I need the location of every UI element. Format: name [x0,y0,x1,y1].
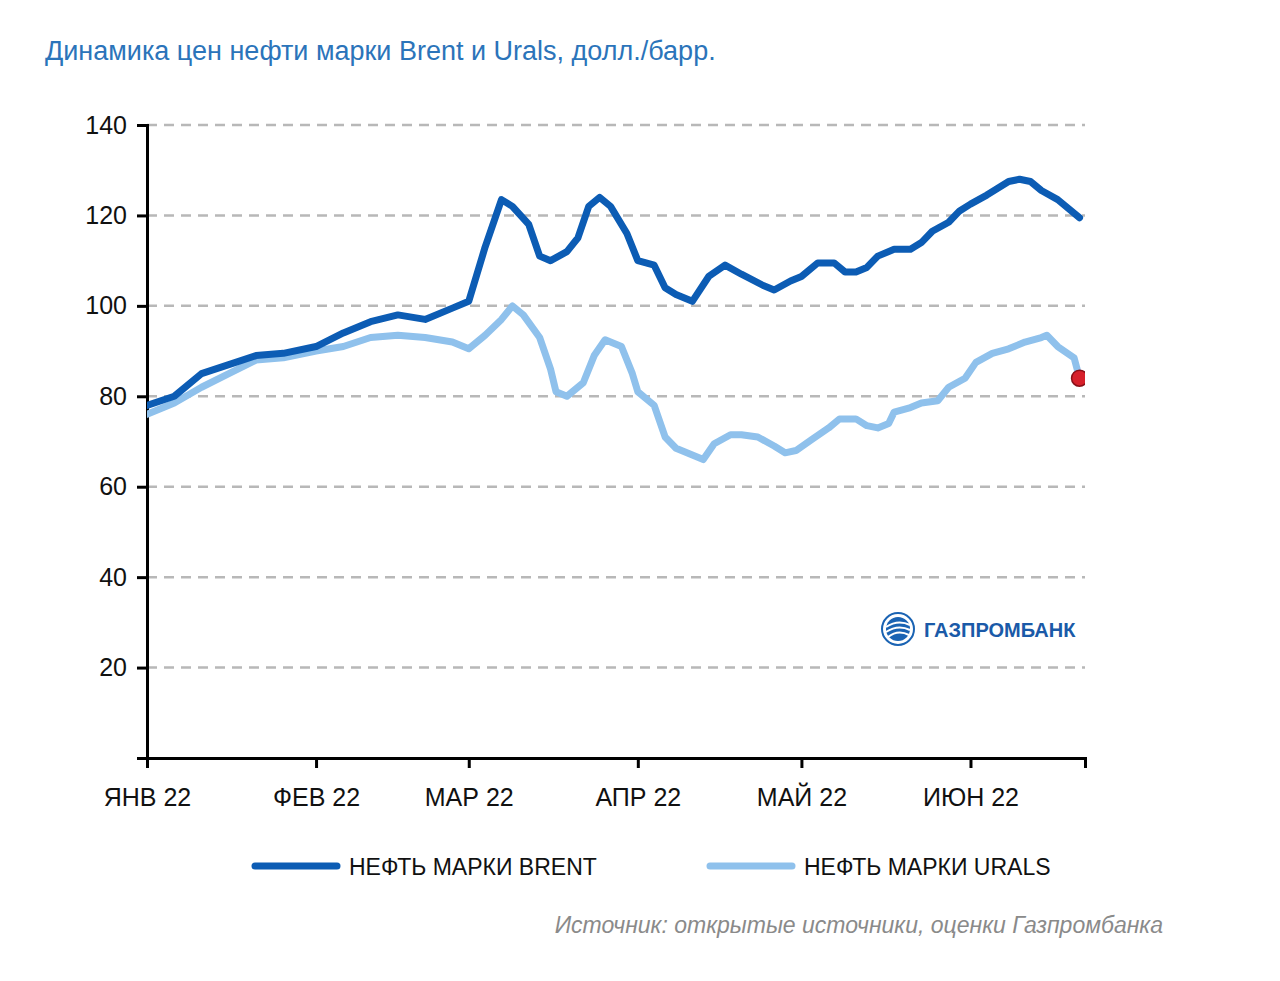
grid-line [147,576,1085,579]
chart: Динамика цен нефти марки Brent и Urals, … [0,0,1280,981]
legend-label: НЕФТЬ МАРКИ BRENT [349,854,597,880]
y-tick-mark [137,395,147,398]
legend-swatch [710,863,792,870]
x-tick-label: АПР 22 [595,783,681,811]
x-axis: ЯНВ 22 ФЕВ 22 МАР 22 АПР 22 МАЙ 22 ИЮН 22 [104,758,1086,811]
x-tick-label: ЯНВ 22 [104,783,192,811]
y-tick: 120 [85,201,147,229]
x-tick-mark [637,758,640,768]
x-tick: ЯНВ 22 [104,758,192,811]
x-tick-label: МАЙ 22 [757,782,847,811]
plot-area [147,179,1085,459]
y-tick-label: 120 [85,201,127,229]
y-tick-label: 40 [99,563,127,591]
x-tick-mark [146,758,149,768]
y-tick-label: 100 [85,291,127,319]
series-line [147,306,1080,460]
x-axis-line [148,759,1086,769]
x-tick-mark [969,758,972,768]
x-tick-mark [800,758,803,768]
x-tick: МАР 22 [425,758,514,811]
logo: ГАЗПРОМБАНК [882,613,1076,645]
grid-line [147,666,1085,669]
y-tick-mark [137,305,147,308]
x-tick-label: МАР 22 [425,783,514,811]
logo-text: ГАЗПРОМБАНК [924,619,1076,641]
y-tick-mark [137,576,147,579]
legend-item: НЕФТЬ МАРКИ BRENT [255,854,597,880]
y-tick: 20 [99,653,147,681]
y-tick: 80 [99,382,147,410]
legend-label: НЕФТЬ МАРКИ URALS [804,854,1051,880]
y-axis-line [137,126,148,759]
y-tick-label: 20 [99,653,127,681]
legend: НЕФТЬ МАРКИ BRENT НЕФТЬ МАРКИ URALS [255,854,1051,880]
y-tick: 40 [99,563,147,591]
y-tick-mark [137,214,147,217]
x-tick-label: ИЮН 22 [923,783,1019,811]
y-tick-label: 80 [99,382,127,410]
logo-icon [886,617,910,641]
y-tick: 60 [99,472,147,500]
x-tick: АПР 22 [595,758,681,811]
y-tick-label: 140 [85,111,127,139]
legend-item: НЕФТЬ МАРКИ URALS [710,854,1051,880]
y-tick-mark [137,124,147,127]
x-tick-label: ФЕВ 22 [273,783,360,811]
x-tick: МАЙ 22 [757,758,847,811]
x-tick: ИЮН 22 [923,758,1019,811]
y-tick-mark [137,667,147,670]
y-axis: 20 40 60 80 100 120 140 [85,111,147,759]
grid-line [147,124,1085,127]
source: Источник: открытые источники, оценки Газ… [555,912,1163,938]
legend-swatch [255,863,337,870]
series-line [147,179,1080,405]
y-tick: 100 [85,291,147,319]
grid [147,125,1085,668]
y-tick-label: 60 [99,472,127,500]
logo-icon [882,613,914,645]
y-tick: 140 [85,111,147,139]
grid-line [147,305,1085,308]
grid-line [147,485,1085,488]
logo-icon [886,622,910,637]
x-tick-mark [315,758,318,768]
y-tick-mark [137,486,147,489]
title: Динамика цен нефти марки Brent и Urals, … [45,36,716,66]
x-tick-mark [468,758,471,768]
x-tick: ФЕВ 22 [273,758,360,811]
highlight-point [1072,370,1085,386]
